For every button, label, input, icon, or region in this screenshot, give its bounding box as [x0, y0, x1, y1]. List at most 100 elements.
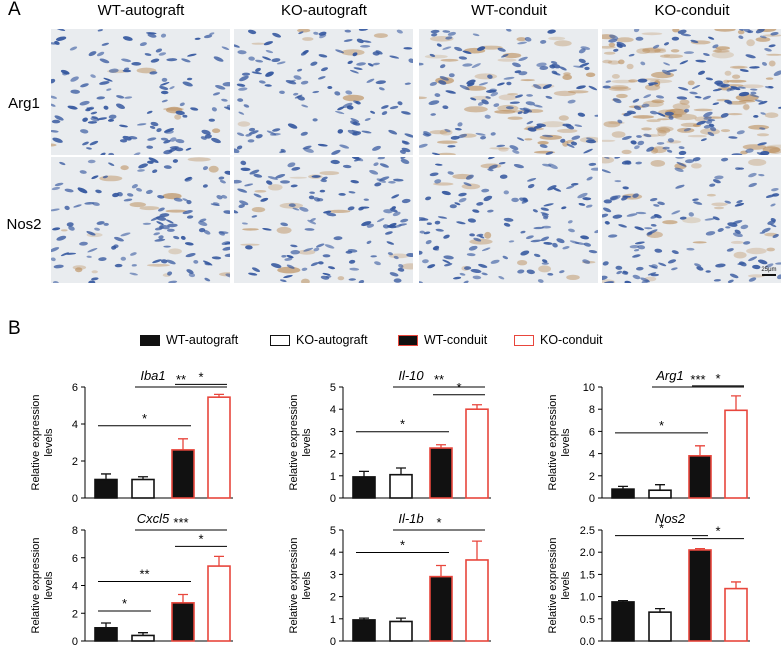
y-tick-label: 2	[72, 456, 78, 468]
y-tick-label: 1	[330, 614, 336, 626]
ihc-image-nos2-ko-autograft	[234, 157, 413, 283]
y-tick-label: 4	[330, 404, 336, 416]
bar-ko-conduit	[207, 565, 231, 642]
bar-wt-conduit	[429, 575, 453, 642]
error-bar	[731, 395, 741, 411]
bar-ko-autograft	[389, 473, 413, 499]
row-header-arg1: Arg1	[8, 95, 40, 112]
bar-wt-conduit	[688, 455, 712, 499]
error-bar	[101, 473, 111, 480]
legend-swatch-ko-autograft	[270, 335, 290, 346]
chart-title: Il-10	[398, 368, 424, 383]
bar-wt-conduit	[429, 447, 453, 499]
bar-wt-autograft	[94, 478, 118, 499]
significance-label: *	[400, 417, 405, 432]
legend-label-ko-conduit: KO-conduit	[540, 333, 603, 347]
y-tick-label: 8	[72, 525, 78, 537]
significance-label: *	[122, 596, 127, 611]
significance-label: **	[176, 372, 186, 387]
significance-label: *	[715, 524, 720, 539]
y-tick-label: 2.5	[580, 525, 595, 537]
error-bar	[655, 484, 665, 491]
y-tick-label: 2	[330, 449, 336, 461]
error-bar	[359, 470, 369, 477]
error-bar	[214, 393, 224, 398]
bar-wt-conduit	[171, 449, 195, 499]
ihc-image-nos2-ko-conduit: 25μm	[602, 157, 781, 283]
y-axis-label: Relative expressionlevels	[288, 538, 313, 634]
bar-wt-autograft	[611, 601, 635, 642]
y-tick-label: 5	[330, 525, 336, 537]
significance-label: **	[139, 567, 149, 582]
y-axis-label: Relative expressionlevels	[30, 538, 55, 634]
error-bar	[618, 485, 628, 490]
error-bar	[178, 438, 188, 450]
y-tick-label: 6	[72, 382, 78, 394]
y-tick-label: 0	[72, 636, 78, 648]
y-tick-label: 0.5	[580, 614, 595, 626]
significance-label: *	[659, 521, 664, 536]
y-axis-label: Relative expressionlevels	[547, 395, 572, 491]
bar-wt-autograft	[352, 619, 376, 642]
y-tick-label: 0	[72, 493, 78, 505]
bar-ko-conduit	[724, 409, 748, 499]
chart-title: Il-1b	[398, 511, 423, 526]
panel-a-letter: A	[8, 0, 21, 20]
bar-wt-autograft	[611, 488, 635, 499]
chart-title: Arg1	[655, 368, 683, 383]
y-tick-label: 10	[583, 382, 595, 394]
legend-label-ko-autograft: KO-autograft	[296, 333, 368, 347]
legend-swatch-ko-conduit	[514, 335, 534, 346]
bar-ko-autograft	[648, 611, 672, 642]
error-bar	[436, 444, 446, 449]
y-tick-label: 5	[330, 382, 336, 394]
y-tick-label: 0.0	[580, 636, 595, 648]
column-header-wt-conduit: WT-conduit	[471, 2, 547, 19]
ihc-image-arg1-wt-conduit	[419, 29, 598, 155]
row-header-nos2: Nos2	[6, 216, 42, 233]
error-bar	[138, 476, 148, 480]
chart-title: Iba1	[140, 368, 165, 383]
y-tick-label: 4	[72, 581, 78, 593]
error-bar	[101, 622, 111, 628]
significance-label: *	[456, 380, 461, 395]
error-bar	[472, 404, 482, 410]
y-tick-label: 3	[330, 569, 336, 581]
chart-nos2: Nos2 0.0 0.5 1.0 1.5 2.0 2.5 Relative expressio…	[547, 511, 750, 648]
ihc-image-nos2-wt-conduit	[419, 157, 598, 283]
ihc-image-arg1-ko-conduit	[602, 29, 781, 155]
error-bar	[214, 555, 224, 567]
column-header-wt-autograft: WT-autograft	[97, 2, 185, 19]
y-tick-label: 6	[72, 553, 78, 565]
significance-label: **	[434, 372, 444, 387]
y-tick-label: 2	[330, 592, 336, 604]
significance-label: ***	[173, 515, 188, 530]
significance-label: *	[715, 371, 720, 386]
significance-label: *	[198, 531, 203, 546]
significance-label: ***	[690, 372, 705, 387]
legend-swatch-wt-conduit	[398, 335, 418, 346]
panel-b-letter: B	[8, 318, 21, 339]
bar-wt-autograft	[94, 627, 118, 642]
y-tick-label: 4	[72, 419, 78, 431]
scale-bar-label: 25μm	[761, 267, 776, 273]
y-tick-label: 1.0	[580, 592, 595, 604]
error-bar	[396, 617, 406, 622]
y-tick-label: 8	[589, 404, 595, 416]
legend-swatch-wt-autograft	[140, 335, 160, 346]
bar-ko-autograft	[131, 634, 155, 642]
column-header-ko-conduit: KO-conduit	[654, 2, 730, 19]
error-bar	[178, 593, 188, 603]
error-bar	[618, 599, 628, 602]
bar-wt-conduit	[688, 549, 712, 642]
ihc-image-arg1-wt-autograft	[51, 29, 230, 155]
chart-il-1b: Il-1b 0 1 2 3 4 5 Relative expressionlevels * *	[288, 511, 491, 648]
significance-label: *	[659, 418, 664, 433]
y-tick-label: 0	[330, 636, 336, 648]
y-tick-label: 2	[72, 608, 78, 620]
